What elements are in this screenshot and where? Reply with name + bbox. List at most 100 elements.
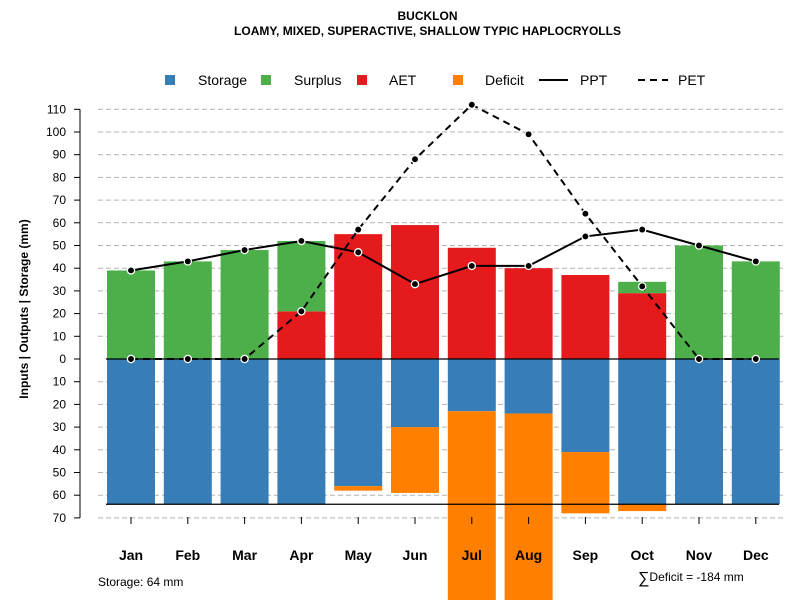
axes: 0 10 20 30 40 50 60 70 80 90 100 110 10 20 30 40 50 60 70 J… <box>46 102 779 563</box>
ppt-line-point <box>240 245 249 255</box>
ppt-line-point <box>410 279 420 289</box>
y-tick-label: 20 <box>53 397 67 411</box>
bar-aet <box>618 293 667 359</box>
gridlines <box>98 108 783 519</box>
x-tick-label: Aug <box>515 547 542 563</box>
chart-subtitle: LOAMY, MIXED, SUPERACTIVE, SHALLOW TYPIC… <box>234 24 621 38</box>
pet-line-point <box>126 354 136 364</box>
y-tick-label: 20 <box>53 307 67 321</box>
bar-storage <box>675 359 723 505</box>
bar-storage <box>220 359 269 505</box>
ppt-line-point <box>637 225 647 234</box>
lines <box>126 100 761 364</box>
deficit-note: ∑Deficit = -184 mm <box>638 570 744 588</box>
legend-swatch-deficit <box>453 75 463 85</box>
bars <box>107 225 780 600</box>
pet-line-point <box>637 282 647 291</box>
ppt-line-point <box>694 241 704 250</box>
y-tick-label: 80 <box>53 170 67 184</box>
x-tick-label: Nov <box>686 547 713 563</box>
ppt-line-point <box>524 261 533 271</box>
pet-line-point <box>183 354 193 364</box>
pet-line-point <box>297 307 306 316</box>
bar-deficit <box>561 452 610 514</box>
ppt-line-point <box>751 257 761 266</box>
ppt-line <box>130 228 757 286</box>
y-tick-label: 70 <box>53 193 67 207</box>
ppt-line-point <box>581 232 590 241</box>
bar-surplus <box>107 270 155 359</box>
bar-storage <box>731 359 780 505</box>
x-tick-label: Dec <box>743 547 769 563</box>
legend-swatch-surplus <box>261 75 271 85</box>
x-tick-label: May <box>345 547 372 563</box>
bar-deficit <box>334 486 383 491</box>
legend-swatch-aet <box>357 75 367 85</box>
pet-line <box>131 103 756 360</box>
legend-label-ppt: PPT <box>580 72 608 88</box>
y-axis-label: Inputs | Outputs | Storage (mm) <box>17 219 31 398</box>
bar-deficit <box>447 411 496 600</box>
x-tick-label: Mar <box>232 547 257 563</box>
x-tick-label: Jun <box>403 547 428 563</box>
y-tick-label: 30 <box>53 284 67 298</box>
sigma-symbol: ∑ <box>638 570 650 587</box>
x-tick-label: Apr <box>289 547 314 563</box>
bar-aet <box>391 225 439 359</box>
y-tick-label: 40 <box>53 443 67 457</box>
y-tick-label: 10 <box>53 329 67 343</box>
bar-storage <box>107 359 155 505</box>
pet-line-point <box>581 209 590 218</box>
bar-storage <box>447 359 496 412</box>
y-tick-label: 70 <box>53 511 67 525</box>
pet-line-point <box>353 225 363 234</box>
pet-line-point <box>524 130 533 139</box>
bar-deficit <box>618 504 667 512</box>
storage-note: Storage: 64 mm <box>98 575 184 589</box>
bar-storage <box>277 359 326 505</box>
x-tick-label: Sep <box>573 547 599 563</box>
ppt-line-point <box>353 248 363 257</box>
legend-label-surplus: Surplus <box>294 72 341 88</box>
ppt-line-point <box>126 266 136 275</box>
pet-line-point <box>751 354 761 364</box>
y-tick-label: 110 <box>47 102 66 116</box>
y-tick-label: 60 <box>53 216 67 230</box>
ppt-line-point <box>297 236 306 246</box>
bar-surplus <box>220 250 269 359</box>
bar-storage <box>504 359 553 414</box>
x-tick-label: Jan <box>119 547 143 563</box>
y-tick-label: 0 <box>59 352 66 366</box>
bar-surplus <box>163 261 212 359</box>
legend-label-aet: AET <box>389 72 417 88</box>
bar-deficit <box>504 413 553 600</box>
bar-surplus <box>731 261 780 359</box>
bar-aet <box>277 311 326 359</box>
y-tick-label: 40 <box>53 261 67 275</box>
legend-label-deficit: Deficit <box>485 72 524 88</box>
bar-deficit <box>391 427 439 493</box>
bar-storage <box>163 359 212 505</box>
pet-line-point <box>694 354 704 364</box>
bar-aet <box>561 275 610 359</box>
y-tick-label: 90 <box>53 148 67 162</box>
y-tick-label: 30 <box>53 420 67 434</box>
y-tick-label: 10 <box>53 375 67 389</box>
legend-label-storage: Storage <box>198 72 247 88</box>
ppt-line-point <box>183 257 193 266</box>
pet-line-point <box>240 354 249 364</box>
x-tick-label: Feb <box>175 547 200 563</box>
x-tick-label: Jul <box>462 547 482 563</box>
bar-storage <box>391 359 439 428</box>
y-tick-label: 60 <box>53 488 67 502</box>
legend-label-pet: PET <box>678 72 706 88</box>
bar-surplus <box>675 245 723 359</box>
chart-title: BUCKLON <box>397 9 458 23</box>
y-tick-label: 100 <box>46 125 66 139</box>
bar-storage <box>561 359 610 453</box>
ppt-line-point <box>467 261 477 271</box>
bar-surplus <box>277 240 326 312</box>
pet-line-point <box>410 154 420 164</box>
y-tick-label: 50 <box>53 239 67 253</box>
